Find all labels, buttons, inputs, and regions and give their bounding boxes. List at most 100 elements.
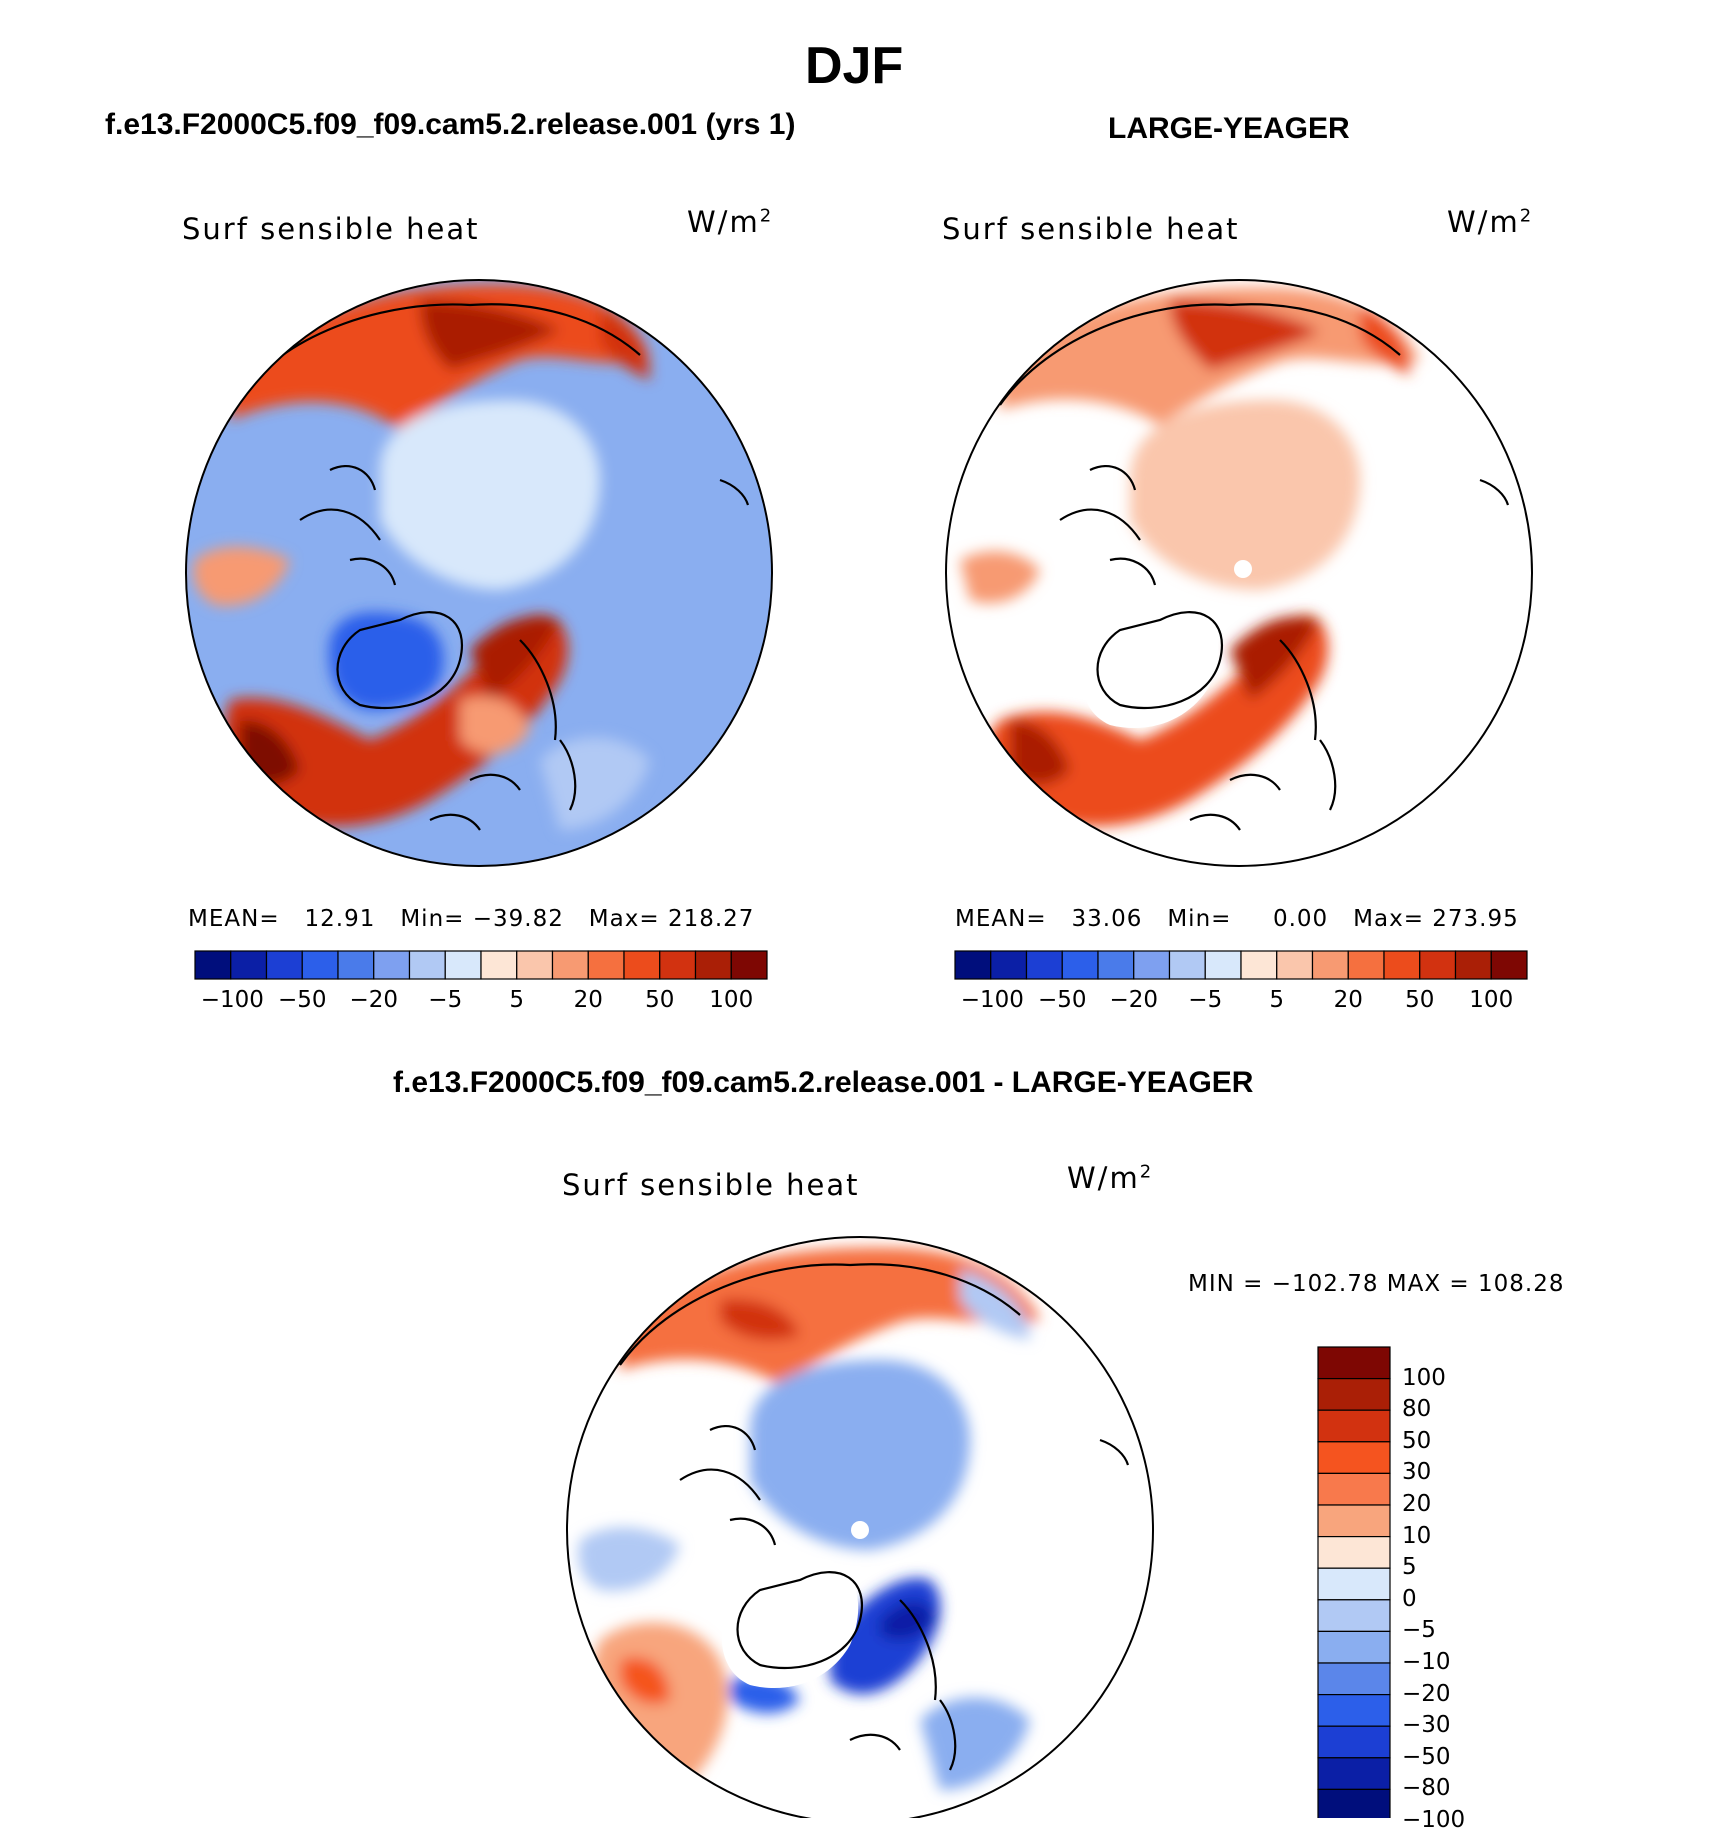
colorbar-model-tick-label: −20 [349,987,399,1013]
min-value: −39.82 [472,906,564,932]
colorbar-obs-tick-label: −20 [1109,987,1159,1013]
colorbar-model-swatch [623,950,661,980]
colorbar-diff-swatch [1317,1599,1391,1633]
colorbar-diff-tick-label: 5 [1402,1554,1417,1581]
map-boundary-obs [945,279,1533,867]
colorbar-diff-tick-label: 20 [1402,1491,1432,1517]
colorbar-diff-swatch [1317,1346,1391,1380]
colorbar-model-swatch [587,950,625,980]
colorbar-obs-swatch [1490,950,1528,980]
colorbar-obs [954,950,1528,980]
colorbar-obs-tick-label: 5 [1269,987,1285,1013]
map-boundary-model [185,279,773,867]
colorbar-diff-tick-label: 100 [1402,1364,1446,1391]
colorbar-model-swatch [408,950,446,980]
colorbar-model-tick-label: 5 [509,987,525,1013]
colorbar-obs-tick-label: 20 [1333,987,1363,1013]
colorbar-model-tick-label: 20 [573,987,603,1013]
mean-value: 33.06 [1071,906,1143,932]
mean-label: MEAN= [188,906,280,932]
max-value: 273.95 [1432,906,1519,932]
colorbar-diff-swatch [1317,1504,1391,1538]
max-label: Max= [1353,906,1424,932]
colorbar-diff-swatch [1317,1441,1391,1475]
colorbar-obs-tick-label: 50 [1405,987,1435,1013]
units-label-model: W/m2 [687,205,773,239]
colorbar-diff [1317,1346,1391,1818]
colorbar-diff-tick-label: −100 [1402,1807,1466,1833]
colorbar-obs-swatch [1276,950,1314,980]
colorbar-diff-tick-label: 10 [1402,1522,1432,1549]
colorbar-diff-swatch [1317,1662,1391,1696]
stats-diff: MIN = −102.78 MAX = 108.28 [1188,1271,1565,1297]
colorbar-obs-swatch [1061,950,1099,980]
colorbar-model-swatch [551,950,589,980]
colorbar-diff-tick-label: 50 [1402,1427,1432,1454]
colorbar-diff-tick-label: −50 [1402,1743,1451,1770]
min-label: Min= [1167,906,1232,932]
variable-label-obs: Surf sensible heat [942,212,1240,246]
stats-model: MEAN= 12.91 Min= −39.82 Max= 218.27 [188,906,754,932]
panel-title-model: f.e13.F2000C5.f09_f09.cam5.2.release.001… [105,108,796,141]
units-label-obs: W/m2 [1447,205,1533,239]
mean-label: MEAN= [955,906,1047,932]
colorbar-model-swatch [730,950,768,980]
colorbar-obs-tick-label: 100 [1469,987,1514,1013]
colorbar-model-swatch [194,950,232,980]
colorbar-diff-swatch [1317,1630,1391,1664]
colorbar-model-swatch [516,950,554,980]
units-exponent: 2 [759,205,774,227]
map-boundary-diff [566,1236,1154,1818]
colorbar-diff-tick-label: 0 [1402,1585,1417,1612]
colorbar-model-tick-label: 50 [645,987,675,1013]
colorbar-model-swatch [337,950,375,980]
colorbar-model-swatch [265,950,303,980]
colorbar-obs-swatch [990,950,1028,980]
colorbar-model-swatch [230,950,268,980]
panel-title-obs: LARGE-YEAGER [1108,112,1350,145]
colorbar-diff-tick-label: −20 [1402,1680,1451,1707]
variable-label-model: Surf sensible heat [182,212,480,246]
colorbar-diff-swatch [1317,1788,1391,1818]
units-base: W/m [687,205,760,239]
panel-title-diff: f.e13.F2000C5.f09_f09.cam5.2.release.001… [393,1066,1254,1099]
colorbar-diff-swatch [1317,1377,1391,1411]
colorbar-model-tick-label: −5 [428,987,463,1013]
colorbar-obs-tick-label: −50 [1037,987,1087,1013]
colorbar-diff-swatch [1317,1472,1391,1506]
colorbar-diff-tick-label: −30 [1402,1712,1451,1739]
colorbar-model-tick-label: 100 [709,987,754,1013]
colorbar-model-tick-label: −100 [200,987,264,1013]
colorbar-model-swatch [480,950,518,980]
map-difference [567,1237,1153,1818]
colorbar-diff-tick-label: −5 [1402,1617,1436,1644]
units-exponent: 2 [1139,1161,1154,1183]
max-value: 218.27 [667,906,755,932]
stats-obs: MEAN= 33.06 Min= 0.00 Max= 273.95 [955,906,1519,932]
colorbar-diff-tick-label: −10 [1402,1649,1451,1675]
colorbar-model-swatch [659,950,697,980]
colorbar-obs-swatch [1383,950,1421,980]
colorbar-obs-tick-label: −100 [960,987,1024,1013]
units-base: W/m [1447,205,1520,239]
colorbar-diff-tick-label: 30 [1402,1459,1432,1486]
colorbar-obs-swatch [1419,950,1457,980]
max-label: Max= [588,906,660,932]
colorbar-obs-swatch [1240,950,1278,980]
colorbar-diff-swatch [1317,1757,1391,1791]
map-obs [946,280,1532,866]
units-label-diff: W/m2 [1067,1161,1153,1195]
colorbar-diff-swatch [1317,1409,1391,1443]
colorbar-model [194,950,768,980]
colorbar-obs-swatch [954,950,992,980]
colorbar-model-swatch [373,950,411,980]
colorbar-obs-swatch [1168,950,1206,980]
colorbar-obs-swatch [1454,950,1492,980]
figure-title: DJF [805,37,904,95]
colorbar-obs-swatch [1025,950,1063,980]
min-label: Min= [400,906,465,932]
min-value: 0.00 [1272,906,1329,932]
colorbar-model-tick-label: −50 [277,987,327,1013]
colorbar-obs-tick-label: −5 [1188,987,1223,1013]
